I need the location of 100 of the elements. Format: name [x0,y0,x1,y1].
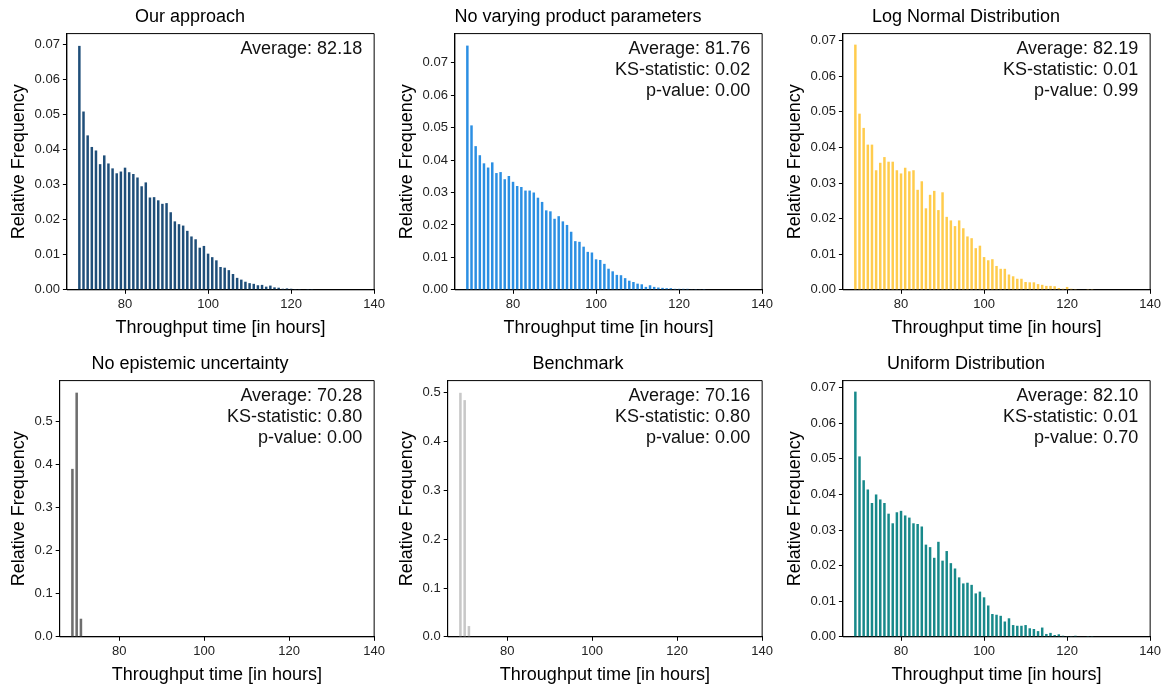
x-tick-label: 140 [1139,296,1162,312]
x-tick-label: 80 [505,296,521,312]
y-tick-label: 0.00 [422,281,448,297]
y-tick-label: 0.02 [34,211,60,227]
x-tick-label: 100 [197,296,219,312]
chart-title: Log Normal Distribution [871,5,1061,26]
x-tick-label: 80 [117,296,133,312]
annotation: p-value: 0.70 [1034,426,1139,447]
annotation: p-value: 0.00 [646,426,751,447]
annotation: KS-statistic: 0.01 [1003,58,1139,79]
y-tick-label: 0.07 [810,379,836,395]
y-tick-label: 0.06 [34,70,60,86]
y-tick-label: 0.1 [422,579,441,595]
x-axis-title: Throughput time [in hours] [499,664,710,685]
y-tick-label: 0.02 [810,210,836,226]
y-tick-label: 0.03 [34,176,60,192]
y-tick-label: 0.03 [810,174,836,190]
y-tick-label: 0.06 [810,414,836,430]
x-tick-label: 120 [666,643,689,659]
y-tick-label: 0.04 [810,486,836,502]
y-tick-label: 0.1 [34,585,53,601]
chart-title: Benchmark [532,352,625,373]
annotation: Average: 70.28 [240,384,363,405]
y-axis-title: Relative Frequency [7,431,28,587]
annotation: Average: 81.76 [628,37,751,58]
annotation: Average: 82.19 [1016,37,1139,58]
chart-title: No epistemic uncertainty [91,352,289,373]
annotation: p-value: 0.99 [1034,79,1139,100]
y-axis-title: Relative Frequency [395,84,416,240]
x-tick-label: 120 [280,296,302,312]
y-tick-label: 0.00 [810,281,836,297]
x-tick-label: 140 [751,643,774,659]
y-tick-label: 0.07 [422,54,448,70]
y-tick-label: 0.01 [810,245,836,261]
x-axis-title: Throughput time [in hours] [891,664,1102,685]
y-tick-label: 0.04 [422,151,448,167]
y-tick-label: 0.3 [34,499,53,515]
x-tick-label: 140 [363,296,386,312]
annotation: Average: 70.16 [628,384,751,405]
y-tick-label: 0.01 [422,248,448,264]
annotation: KS-statistic: 0.01 [1003,405,1139,426]
y-tick-label: 0.04 [810,139,836,155]
y-tick-label: 0.02 [422,216,448,232]
y-tick-label: 0.00 [34,281,60,297]
y-axis-title: Relative Frequency [7,84,28,240]
y-tick-label: 0.04 [34,140,60,156]
y-tick-label: 0.5 [422,384,441,400]
y-tick-label: 0.00 [810,628,836,644]
y-tick-label: 0.03 [810,521,836,537]
annotation: KS-statistic: 0.80 [615,405,751,426]
y-axis-title: Relative Frequency [783,431,804,587]
y-tick-label: 0.02 [810,557,836,573]
annotation: p-value: 0.00 [646,79,751,100]
y-tick-label: 0.2 [422,530,441,546]
y-tick-label: 0.01 [34,246,60,262]
y-axis-title: Relative Frequency [783,84,804,240]
x-tick-label: 100 [581,643,604,659]
y-tick-label: 0.06 [810,67,836,83]
y-tick-label: 0.2 [34,542,53,558]
y-tick-label: 0.0 [34,628,53,644]
y-tick-label: 0.05 [34,105,60,121]
x-tick-label: 80 [499,643,515,659]
annotation: Average: 82.18 [240,37,363,58]
y-tick-label: 0.05 [422,119,448,135]
y-tick-label: 0.5 [34,413,53,429]
annotation: Average: 82.10 [1016,384,1139,405]
y-tick-label: 0.05 [810,450,836,466]
x-tick-label: 120 [668,296,690,312]
x-tick-label: 100 [193,643,216,659]
chart-title: Our approach [134,5,246,26]
x-axis-title: Throughput time [in hours] [111,664,322,685]
x-tick-label: 100 [973,643,995,659]
x-tick-label: 80 [893,643,909,659]
x-tick-label: 140 [1139,643,1162,659]
x-tick-label: 100 [585,296,607,312]
x-tick-label: 120 [1056,643,1078,659]
annotation: p-value: 0.00 [258,426,363,447]
x-axis-title: Throughput time [in hours] [115,317,326,338]
y-tick-label: 0.06 [422,86,448,102]
chart-title: No varying product parameters [454,5,702,26]
y-tick-label: 0.07 [810,32,836,48]
y-axis-title: Relative Frequency [395,431,416,587]
x-tick-label: 140 [363,643,386,659]
x-tick-label: 120 [278,643,301,659]
y-tick-label: 0.03 [422,184,448,200]
y-tick-label: 0.4 [422,433,441,449]
y-tick-label: 0.0 [422,628,441,644]
x-tick-label: 100 [973,296,995,312]
annotation: KS-statistic: 0.80 [227,405,363,426]
y-tick-label: 0.05 [810,103,836,119]
y-tick-label: 0.4 [34,456,53,472]
x-tick-label: 120 [1056,296,1078,312]
y-tick-label: 0.01 [810,592,836,608]
x-axis-title: Throughput time [in hours] [503,317,714,338]
annotation: KS-statistic: 0.02 [615,58,751,79]
y-tick-label: 0.3 [422,481,441,497]
x-tick-label: 140 [751,296,774,312]
x-tick-label: 80 [893,296,909,312]
x-axis-title: Throughput time [in hours] [891,317,1102,338]
y-tick-label: 0.07 [34,35,60,51]
